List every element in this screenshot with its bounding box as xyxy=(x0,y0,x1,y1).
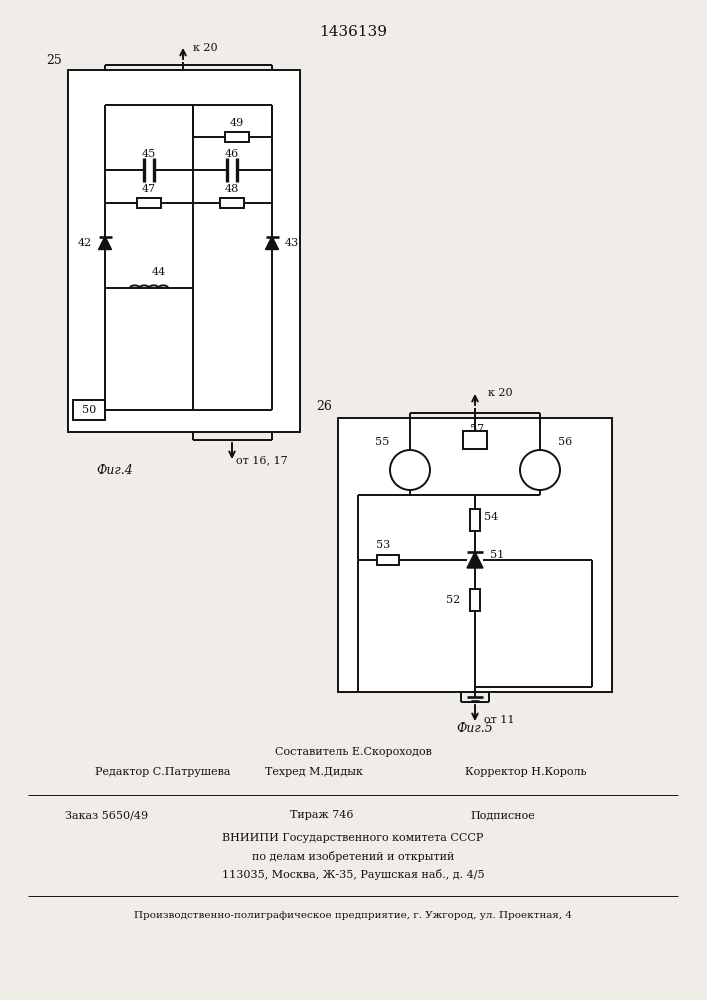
Bar xyxy=(338,418,612,692)
Text: 47: 47 xyxy=(142,184,156,194)
Text: 54: 54 xyxy=(484,512,498,522)
Text: 26: 26 xyxy=(316,399,332,412)
Text: Фиг.4: Фиг.4 xyxy=(97,464,134,477)
Bar xyxy=(225,132,249,142)
Text: Подписное: Подписное xyxy=(470,810,534,820)
Text: Техред М.Дидык: Техред М.Дидык xyxy=(265,767,363,777)
Text: 55: 55 xyxy=(375,437,389,447)
Text: 57: 57 xyxy=(470,424,484,434)
Text: от 11: от 11 xyxy=(484,715,514,725)
Bar xyxy=(470,509,480,531)
Text: 50: 50 xyxy=(82,405,96,415)
Text: Фиг.5: Фиг.5 xyxy=(457,722,493,734)
Bar xyxy=(377,555,399,565)
Text: 56: 56 xyxy=(558,437,572,447)
Text: Производственно-полиграфическое предприятие, г. Ужгород, ул. Проектная, 4: Производственно-полиграфическое предприя… xyxy=(134,912,572,920)
Bar xyxy=(463,431,487,449)
Bar xyxy=(470,589,480,611)
Text: Редактор С.Патрушева: Редактор С.Патрушева xyxy=(95,767,230,777)
Circle shape xyxy=(390,450,430,490)
Text: ВНИИПИ Государственного комитета СССР: ВНИИПИ Государственного комитета СССР xyxy=(222,833,484,843)
Polygon shape xyxy=(98,236,112,249)
Text: 25: 25 xyxy=(46,53,62,66)
Text: 51: 51 xyxy=(490,550,504,560)
Text: 42: 42 xyxy=(78,238,92,248)
Polygon shape xyxy=(266,236,279,249)
Text: Заказ 5650/49: Заказ 5650/49 xyxy=(65,810,148,820)
Text: к 20: к 20 xyxy=(488,388,513,398)
Text: 113035, Москва, Ж-35, Раушская наб., д. 4/5: 113035, Москва, Ж-35, Раушская наб., д. … xyxy=(222,868,484,880)
Text: 52: 52 xyxy=(446,595,460,605)
Text: к 20: к 20 xyxy=(193,43,217,53)
Text: Корректор Н.Король: Корректор Н.Король xyxy=(465,767,587,777)
Text: Составитель Е.Скороходов: Составитель Е.Скороходов xyxy=(274,747,431,757)
Text: по делам изобретений и открытий: по делам изобретений и открытий xyxy=(252,850,454,861)
Bar xyxy=(73,400,105,420)
Text: от 16, 17: от 16, 17 xyxy=(236,455,288,465)
Bar xyxy=(220,198,244,208)
Text: 53: 53 xyxy=(376,540,390,550)
Text: 49: 49 xyxy=(230,118,244,128)
Text: 1436139: 1436139 xyxy=(319,25,387,39)
Text: 45: 45 xyxy=(142,149,156,159)
Text: 46: 46 xyxy=(225,149,239,159)
Polygon shape xyxy=(467,552,483,568)
Bar xyxy=(68,70,300,432)
Text: 48: 48 xyxy=(225,184,239,194)
Text: Тираж 746: Тираж 746 xyxy=(290,810,354,820)
Bar xyxy=(137,198,161,208)
Circle shape xyxy=(520,450,560,490)
Text: 44: 44 xyxy=(152,267,166,277)
Text: 43: 43 xyxy=(285,238,299,248)
